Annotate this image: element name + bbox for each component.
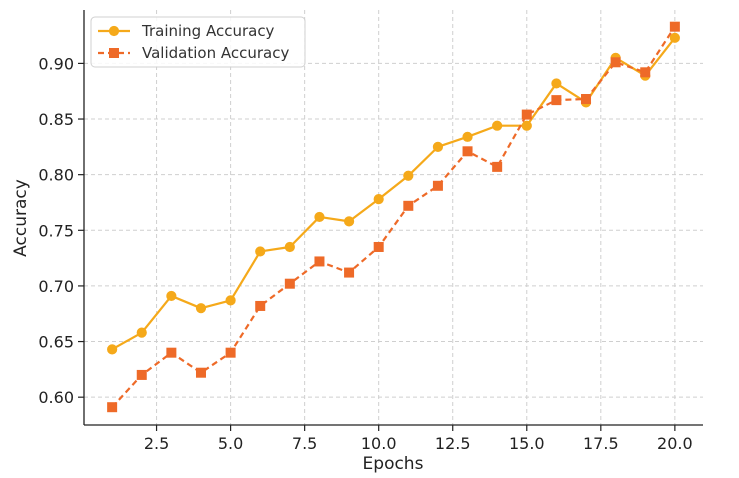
y-tick-label: 0.80 (38, 166, 74, 185)
y-tick-label: 0.70 (38, 277, 74, 296)
y-tick-label: 0.65 (38, 333, 74, 352)
validation-accuracy-point (462, 146, 473, 157)
validation-accuracy-point (492, 161, 503, 172)
legend-validation-accuracy-marker (109, 48, 119, 58)
validation-accuracy-point (255, 300, 266, 311)
y-tick-label: 0.60 (38, 388, 74, 407)
legend-training-accuracy-marker (108, 25, 120, 37)
training-accuracy-point (492, 120, 503, 131)
validation-accuracy-point (432, 180, 443, 191)
y-tick-label: 0.90 (38, 54, 74, 73)
training-accuracy-point (255, 246, 266, 257)
validation-accuracy-point (284, 278, 295, 289)
y-axis-ticks: 0.60 0.65 0.70 0.75 0.80 0.85 0.90 (38, 54, 84, 407)
legend-box (90, 16, 306, 68)
validation-accuracy-point (403, 200, 414, 211)
training-accuracy-point (107, 344, 118, 355)
validation-accuracy-point (314, 256, 325, 267)
legend-training-accuracy-label: Training Accuracy (141, 22, 275, 40)
validation-accuracy-point (195, 367, 206, 378)
validation-accuracy-point (669, 21, 680, 32)
training-accuracy-point (314, 211, 325, 223)
training-accuracy-point (403, 170, 414, 181)
validation-accuracy-series (107, 21, 680, 413)
validation-accuracy-point (521, 109, 532, 120)
x-tick-label: 15.0 (509, 434, 545, 453)
series-layer (107, 21, 680, 413)
training-accuracy-point (195, 303, 207, 314)
training-accuracy-point (225, 295, 236, 306)
x-tick-label: 17.5 (583, 434, 619, 453)
training-accuracy-point (343, 216, 355, 227)
training-accuracy-point (284, 241, 295, 253)
training-accuracy-point (669, 32, 680, 43)
legend: Training Accuracy Validation Accuracy (90, 16, 306, 68)
validation-accuracy-point (107, 402, 118, 413)
x-axis-ticks: 2.5 5.0 7.5 10.0 12.5 15.0 17.5 20.0 (144, 425, 693, 453)
validation-accuracy-point (581, 94, 592, 105)
validation-accuracy-point (373, 241, 384, 252)
x-tick-label: 10.0 (361, 434, 397, 453)
training-accuracy-point (432, 141, 444, 152)
x-tick-label: 20.0 (657, 434, 693, 453)
x-tick-label: 5.0 (218, 434, 243, 453)
validation-accuracy-point (225, 347, 236, 358)
validation-accuracy-point (551, 95, 562, 106)
validation-accuracy-point (136, 369, 147, 380)
x-tick-label: 7.5 (292, 434, 317, 453)
training-accuracy-point (136, 327, 147, 338)
legend-validation-accuracy-label: Validation Accuracy (142, 44, 289, 62)
y-axis-title: Accuracy (11, 179, 31, 257)
validation-accuracy-point (344, 267, 355, 278)
axes (83, 10, 703, 426)
training-accuracy-point (551, 78, 562, 89)
validation-accuracy-point (640, 67, 651, 78)
x-tick-label: 12.5 (435, 434, 471, 453)
y-tick-label: 0.75 (38, 221, 74, 240)
validation-accuracy-point (166, 347, 177, 358)
training-accuracy-point (462, 131, 473, 142)
x-tick-label: 2.5 (144, 434, 169, 453)
x-axis-title: Epochs (363, 454, 424, 474)
training-accuracy-point (373, 194, 384, 205)
y-tick-label: 0.85 (38, 110, 74, 129)
grid (84, 10, 703, 425)
training-accuracy-point (166, 290, 177, 302)
training-accuracy-point (521, 120, 532, 131)
validation-accuracy-point (610, 57, 621, 68)
